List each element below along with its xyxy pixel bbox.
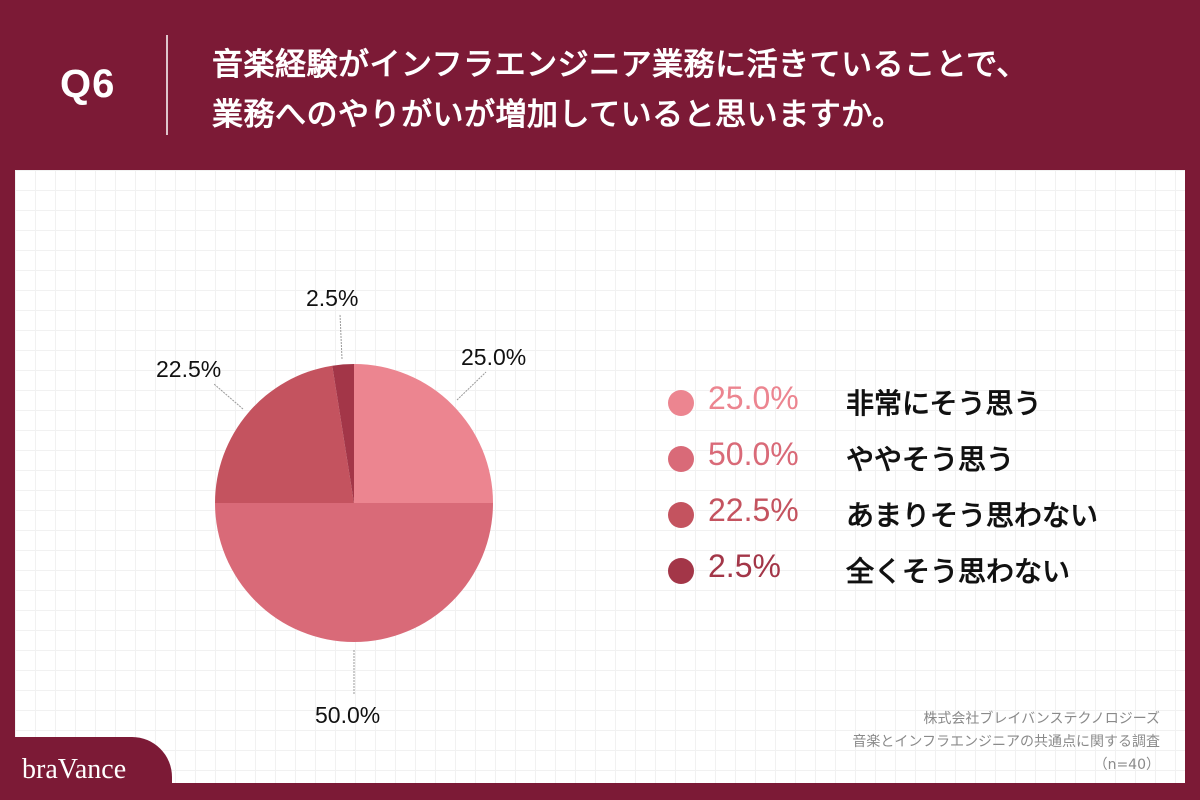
legend-label: 非常にそう思う	[846, 387, 1042, 420]
legend-label: あまりそう思わない	[846, 499, 1099, 532]
pie-slice-not-at-all	[332, 364, 354, 503]
source-note: 株式会社ブレイバンステクノロジーズ 音楽とインフラエンジニアの共通点に関する調査…	[852, 708, 1160, 777]
brand-logo: braVance	[22, 754, 127, 785]
legend-label: 全くそう思わない	[846, 555, 1071, 588]
logo-tab	[0, 737, 172, 800]
legend-item: 22.5% あまりそう思わない	[668, 492, 1148, 548]
pie-label-2-5: 2.5%	[306, 285, 359, 311]
leader-line-22-5	[213, 383, 244, 410]
legend-dot-icon	[668, 446, 694, 472]
legend-dot-icon	[668, 502, 694, 528]
leader-line-25	[456, 371, 487, 401]
chart-legend: 25.0% 非常にそう思う 50.0% ややそう思う 22.5% あまりそう思わ…	[668, 380, 1148, 604]
leader-line-2-5	[339, 313, 343, 360]
question-title: 音楽経験がインフラエンジニア業務に活きていることで、 業務へのやりがいが増加して…	[212, 40, 1028, 140]
legend-label: ややそう思う	[846, 443, 1015, 476]
source-survey: 音楽とインフラエンジニアの共通点に関する調査	[852, 734, 1160, 750]
legend-percent: 2.5%	[708, 548, 781, 584]
header-divider	[166, 35, 168, 135]
pie-label-25: 25.0%	[461, 344, 527, 370]
legend-item: 25.0% 非常にそう思う	[668, 380, 1148, 436]
pie-slice-very-much	[354, 364, 493, 503]
legend-item: 50.0% ややそう思う	[668, 436, 1148, 492]
legend-dot-icon	[668, 558, 694, 584]
legend-item: 2.5% 全くそう思わない	[668, 548, 1148, 604]
pie-label-22-5: 22.5%	[156, 356, 222, 382]
question-title-line-2: 業務へのやりがいが増加していると思いますか。	[212, 97, 904, 133]
chart-panel	[15, 170, 1185, 783]
header: Q6 音楽経験がインフラエンジニア業務に活きていることで、 業務へのやりがいが増…	[0, 0, 1200, 170]
legend-percent: 25.0%	[708, 380, 799, 416]
source-company: 株式会社ブレイバンステクノロジーズ	[923, 711, 1160, 727]
question-title-line-1: 音楽経験がインフラエンジニア業務に活きていることで、	[212, 47, 1028, 83]
legend-dot-icon	[668, 390, 694, 416]
pie-label-50: 50.0%	[315, 702, 381, 728]
legend-percent: 22.5%	[708, 492, 799, 528]
legend-percent: 50.0%	[708, 436, 799, 472]
pie-slice-somewhat	[215, 503, 493, 642]
question-number: Q6	[60, 62, 116, 106]
source-sample-size: （n=40）	[1093, 757, 1160, 773]
pie-slice-not-really	[215, 365, 354, 503]
